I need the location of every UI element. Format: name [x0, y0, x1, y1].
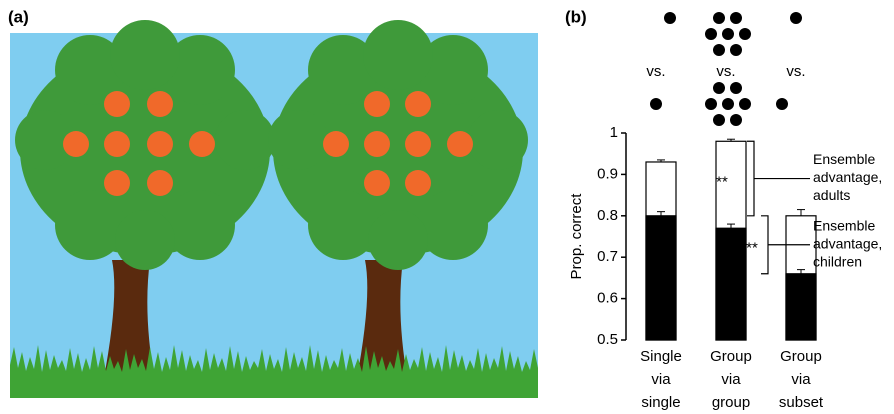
comparison-label: vs. — [716, 63, 735, 80]
annotation: Ensemble — [813, 151, 875, 167]
annotation: children — [813, 253, 862, 269]
illustration — [10, 20, 538, 398]
panel-label: (b) — [565, 7, 587, 26]
x-tick-label: group — [712, 394, 750, 411]
x-tick-label: Group — [710, 348, 752, 365]
annotation: advantage, — [813, 169, 882, 185]
bar — [785, 273, 817, 341]
x-tick-label: Group — [780, 348, 822, 365]
annotation: Ensemble — [813, 217, 875, 233]
stimuli — [650, 12, 802, 126]
y-tick-label: 0.6 — [597, 290, 618, 307]
annotation: adults — [813, 187, 850, 203]
x-tick-label: Single — [640, 348, 682, 365]
comparison-label: vs. — [786, 63, 805, 80]
y-tick-label: 1 — [610, 124, 618, 141]
bar — [715, 227, 747, 341]
bar — [645, 215, 677, 341]
y-tick-label: 0.9 — [597, 165, 618, 182]
comparison-label: vs. — [646, 63, 665, 80]
x-tick-label: subset — [779, 394, 824, 411]
y-tick-label: 0.5 — [597, 331, 618, 348]
bracket — [761, 215, 810, 275]
panel-label: (a) — [8, 7, 29, 26]
y-tick-label: 0.7 — [597, 248, 618, 265]
significance: ** — [746, 240, 758, 257]
x-tick-label: via — [651, 371, 671, 388]
significance: ** — [716, 174, 728, 191]
bracket — [747, 140, 810, 217]
x-tick-label: via — [791, 371, 811, 388]
y-tick-label: 0.8 — [597, 207, 618, 224]
y-axis-label: Prop. correct — [568, 193, 585, 280]
x-tick-label: via — [721, 371, 741, 388]
annotation: advantage, — [813, 235, 882, 251]
x-tick-label: single — [641, 394, 680, 411]
